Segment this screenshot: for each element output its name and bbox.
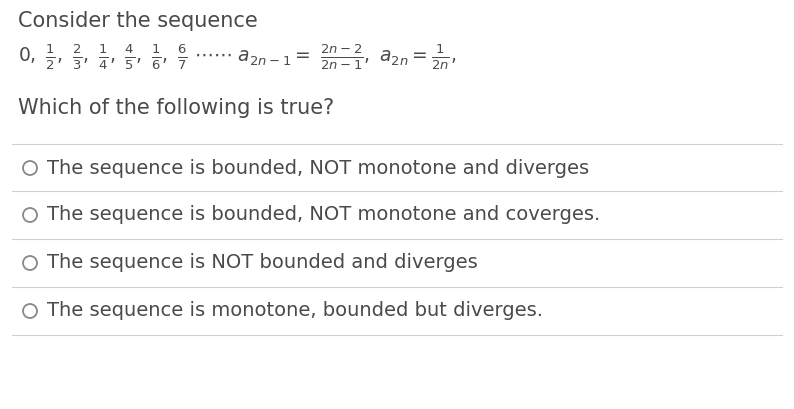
Text: The sequence is NOT bounded and diverges: The sequence is NOT bounded and diverges [47, 254, 478, 272]
Text: The sequence is monotone, bounded but diverges.: The sequence is monotone, bounded but di… [47, 301, 543, 321]
Text: Consider the sequence: Consider the sequence [18, 11, 258, 31]
Text: Which of the following is true?: Which of the following is true? [18, 98, 334, 118]
Text: $0,\ \frac{1}{2},\ \frac{2}{3},\ \frac{1}{4},\ \frac{4}{5},\ \frac{1}{6},\ \frac: $0,\ \frac{1}{2},\ \frac{2}{3},\ \frac{1… [18, 43, 457, 72]
Text: The sequence is bounded, NOT monotone and diverges: The sequence is bounded, NOT monotone an… [47, 159, 589, 178]
Text: The sequence is bounded, NOT monotone and coverges.: The sequence is bounded, NOT monotone an… [47, 205, 600, 225]
